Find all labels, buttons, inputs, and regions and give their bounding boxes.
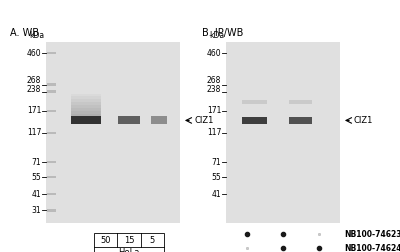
Bar xyxy=(47,209,56,212)
Text: 238: 238 xyxy=(27,85,41,93)
Bar xyxy=(72,116,101,124)
Text: 171: 171 xyxy=(27,106,41,115)
Bar xyxy=(47,161,56,163)
Bar xyxy=(72,93,101,96)
Text: CIZ1: CIZ1 xyxy=(354,116,373,125)
Text: 117: 117 xyxy=(27,129,41,137)
Text: 71: 71 xyxy=(32,158,41,167)
Bar xyxy=(72,111,101,114)
Bar xyxy=(226,42,340,223)
Text: NB100-74624: NB100-74624 xyxy=(344,244,400,252)
Text: 117: 117 xyxy=(207,129,221,137)
Text: 268: 268 xyxy=(27,76,41,85)
Text: B. IP/WB: B. IP/WB xyxy=(202,28,243,38)
Bar xyxy=(72,108,101,111)
Text: CIZ1: CIZ1 xyxy=(194,116,213,125)
Text: 460: 460 xyxy=(26,49,41,57)
Bar xyxy=(72,114,101,116)
Bar xyxy=(72,96,101,99)
Text: 268: 268 xyxy=(207,76,221,85)
Bar xyxy=(94,233,164,252)
Text: kDa: kDa xyxy=(29,31,44,40)
Bar xyxy=(47,176,56,178)
Bar xyxy=(47,83,56,86)
Bar xyxy=(289,100,312,104)
Text: kDa: kDa xyxy=(209,31,224,40)
Bar xyxy=(47,193,56,195)
Text: 5: 5 xyxy=(150,236,155,244)
Text: 55: 55 xyxy=(212,173,221,181)
Text: NB100-74623: NB100-74623 xyxy=(344,230,400,239)
Text: 50: 50 xyxy=(100,236,111,244)
Bar xyxy=(72,105,101,108)
Text: 238: 238 xyxy=(207,85,221,93)
Bar xyxy=(118,116,140,124)
Text: 460: 460 xyxy=(206,49,221,57)
Text: 55: 55 xyxy=(32,173,41,181)
Bar xyxy=(46,42,180,223)
Bar xyxy=(47,90,56,93)
Bar xyxy=(47,52,56,54)
Text: 31: 31 xyxy=(32,206,41,215)
Bar xyxy=(242,100,267,104)
Text: A. WB: A. WB xyxy=(10,28,39,38)
Text: 15: 15 xyxy=(124,236,134,244)
Bar xyxy=(150,116,166,124)
Text: HeLa: HeLa xyxy=(118,248,140,252)
Bar xyxy=(289,117,312,124)
Bar xyxy=(72,99,101,102)
Bar xyxy=(72,102,101,105)
Bar xyxy=(47,110,56,112)
Text: 171: 171 xyxy=(207,106,221,115)
Bar xyxy=(47,132,56,134)
Text: 41: 41 xyxy=(32,190,41,199)
Bar xyxy=(242,117,267,124)
Text: 41: 41 xyxy=(212,190,221,199)
Text: 71: 71 xyxy=(212,158,221,167)
